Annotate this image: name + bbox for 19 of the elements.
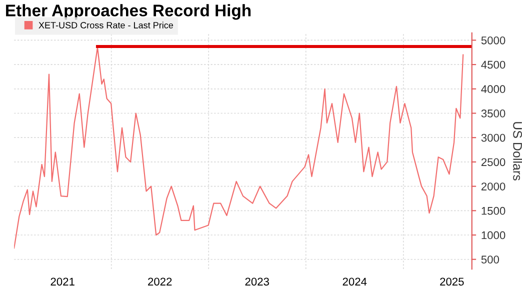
y-tick-label: 3000 — [481, 134, 506, 142]
y-tick-label: 500 — [481, 256, 500, 264]
y-tick-label: 4000 — [481, 85, 506, 94]
y-tick-label: 2000 — [481, 182, 506, 190]
x-tick-label: 2023 — [245, 278, 269, 286]
y-tick-label: 3500 — [481, 110, 506, 118]
y-tick-label: 4500 — [481, 60, 506, 69]
x-tick-label: 2024 — [342, 278, 367, 286]
x-tick-label: 2021 — [50, 278, 74, 286]
chart-title: Ether Approaches Record High — [6, 4, 251, 20]
line-series — [14, 46, 464, 249]
x-tick-label: 2022 — [148, 278, 172, 286]
x-tick-label: 2025 — [440, 278, 464, 286]
y-tick-label: 1000 — [482, 231, 506, 240]
y-axis-title: US Dollars — [513, 122, 522, 180]
legend-label: XET-USD Cross Rate - Last Price — [38, 22, 174, 28]
y-tick-label: 2500 — [481, 158, 506, 166]
y-tick-label: 1500 — [482, 206, 506, 215]
y-tick-label: 5000 — [481, 36, 506, 44]
